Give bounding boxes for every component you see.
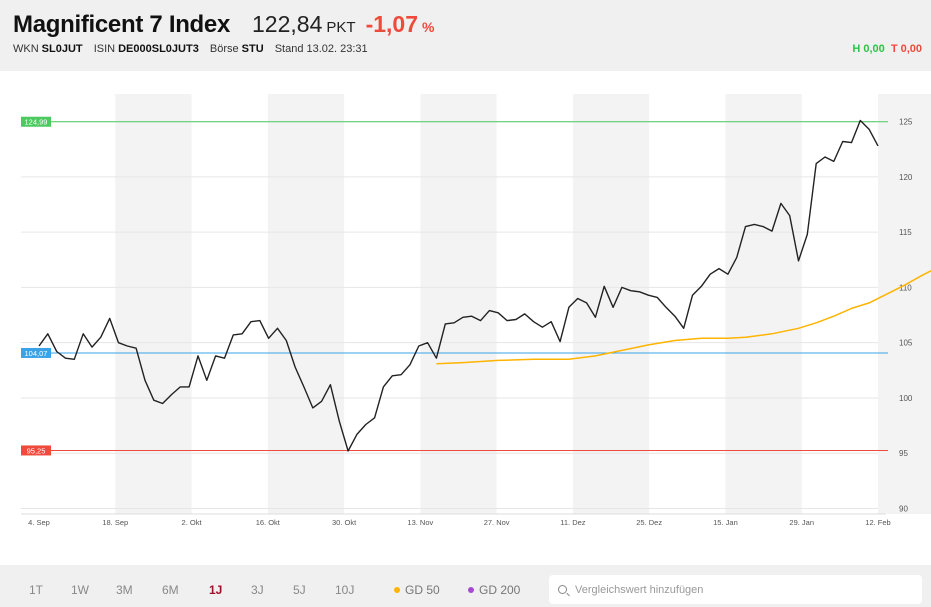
exchange-value: STU [241,43,264,55]
range-button-6m[interactable]: 6M [162,583,179,597]
x-tick-label: 25. Dez [636,518,662,527]
compare-search-input[interactable] [575,583,905,596]
y-tick-label: 110 [899,283,912,292]
stand-value: 13.02. 23:31 [306,43,368,55]
reference-tag [21,347,51,358]
indicator-gd50-label: GD 50 [405,583,440,597]
reference-tag-label: 95,25 [27,446,46,455]
x-tick-label: 18. Sep [102,518,128,527]
instrument-name: Magnificent 7 Index [13,11,231,38]
change-pct-symbol: % [422,19,435,35]
y-tick-label: 115 [899,228,912,237]
quote-header: Magnificent 7 Index 122,84 PKT -1,07 % W… [0,0,931,71]
reference-tag-label: 104,07 [25,349,48,358]
y-tick-label: 95 [899,449,908,458]
gd50-dot-icon [394,587,400,593]
range-button-1t[interactable]: 1T [29,583,44,597]
exchange-label: Börse [209,43,239,55]
x-tick-label: 12. Feb [865,518,890,527]
x-tick-label: 30. Okt [332,518,357,527]
stand-label: Stand [274,43,304,55]
range-button-3j[interactable]: 3J [251,583,264,597]
chart-controls: 1T 1W 3M 6M 1J 3J 5J 10J GD 50 GD 200 [0,565,931,607]
indicator-gd200-toggle[interactable]: GD 200 [468,583,520,597]
y-tick-label: 105 [899,339,913,348]
price-series-line [38,119,879,452]
indicator-gd50-toggle[interactable]: GD 50 [394,583,440,597]
y-tick-label: 120 [899,173,913,182]
reference-tag [21,445,51,456]
low-value: T 0,00 [890,43,922,55]
moving-average-line [436,269,931,365]
x-tick-label: 13. Nov [407,518,433,527]
change-value: -1,07 [365,11,418,37]
chart-band [725,94,802,514]
reference-tag [21,116,51,127]
chart-band [115,94,192,514]
range-button-3m[interactable]: 3M [116,583,133,597]
chart-band [267,94,345,514]
title-row: Magnificent 7 Index 122,84 PKT -1,07 % [13,11,434,39]
high-low: H 0,00 T 0,00 [852,43,922,55]
x-tick-label: 29. Jan [789,518,814,527]
x-tick-label: 16. Okt [256,518,281,527]
isin-label: ISIN [93,43,116,55]
x-tick-label: 11. Dez [560,518,586,527]
price-chart[interactable]: 90 95 100 105 110 115 120 125 4. Sep 18. Sep 2. Ok… [0,71,931,565]
wkn-value: SL0JUT [41,43,83,55]
y-tick-label: 90 [899,504,908,513]
compare-search-box[interactable] [549,575,922,604]
gd200-dot-icon [468,587,474,593]
range-button-1j[interactable]: 1J [209,583,223,597]
range-button-10j[interactable]: 10J [335,583,355,597]
search-icon [558,585,567,594]
indicator-gd200-label: GD 200 [479,583,521,597]
price-unit: PKT [326,19,356,36]
y-tick-label: 100 [899,394,913,403]
x-tick-label: 27. Nov [484,518,510,527]
meta-row: WKN SL0JUT ISIN DE000SL0JUT3 Börse STU Stan… [13,43,368,55]
x-tick-label: 4. Sep [28,518,50,527]
chart-band [420,94,497,514]
high-value: H 0,00 [852,43,885,55]
chart-band [878,94,931,514]
price-value: 122,84 [252,11,323,37]
range-button-5j[interactable]: 5J [293,583,306,597]
reference-tag-label: 124,99 [25,118,48,127]
x-tick-label: 15. Jan [713,518,738,527]
range-button-1w[interactable]: 1W [71,583,89,597]
chart-svg[interactable]: 90 95 100 105 110 115 120 125 4. Sep 18. Sep 2. Ok… [0,71,931,565]
isin-value: DE000SL0JUT3 [118,43,199,55]
wkn-label: WKN [13,43,39,55]
y-tick-label: 125 [899,118,913,127]
x-tick-label: 2. Okt [182,518,203,527]
